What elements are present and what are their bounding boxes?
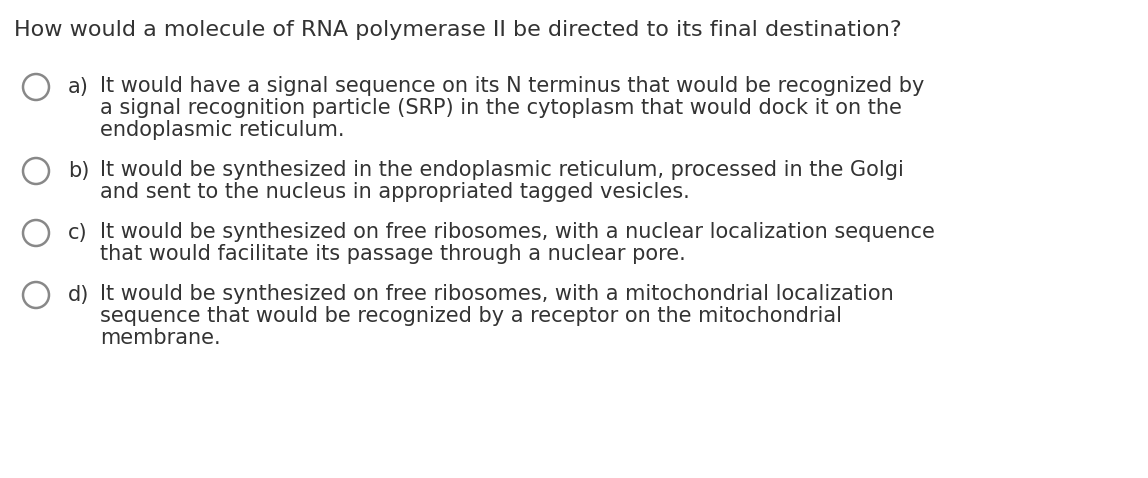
Text: d): d): [68, 285, 90, 305]
Text: It would be synthesized on free ribosomes, with a mitochondrial localization: It would be synthesized on free ribosome…: [100, 284, 894, 304]
Text: sequence that would be recognized by a receptor on the mitochondrial: sequence that would be recognized by a r…: [100, 306, 841, 326]
Text: and sent to the nucleus in appropriated tagged vesicles.: and sent to the nucleus in appropriated …: [100, 182, 690, 202]
Text: endoplasmic reticulum.: endoplasmic reticulum.: [100, 120, 344, 140]
Text: c): c): [68, 223, 87, 243]
Text: How would a molecule of RNA polymerase II be directed to its final destination?: How would a molecule of RNA polymerase I…: [14, 20, 901, 40]
Text: a): a): [68, 77, 88, 97]
Text: It would be synthesized on free ribosomes, with a nuclear localization sequence: It would be synthesized on free ribosome…: [100, 222, 934, 242]
Text: b): b): [68, 161, 90, 181]
Text: membrane.: membrane.: [100, 328, 220, 348]
Text: It would be synthesized in the endoplasmic reticulum, processed in the Golgi: It would be synthesized in the endoplasm…: [100, 160, 903, 180]
Text: It would have a signal sequence on its N terminus that would be recognized by: It would have a signal sequence on its N…: [100, 76, 924, 96]
Text: that would facilitate its passage through a nuclear pore.: that would facilitate its passage throug…: [100, 244, 685, 264]
Text: a signal recognition particle (SRP) in the cytoplasm that would dock it on the: a signal recognition particle (SRP) in t…: [100, 98, 902, 118]
